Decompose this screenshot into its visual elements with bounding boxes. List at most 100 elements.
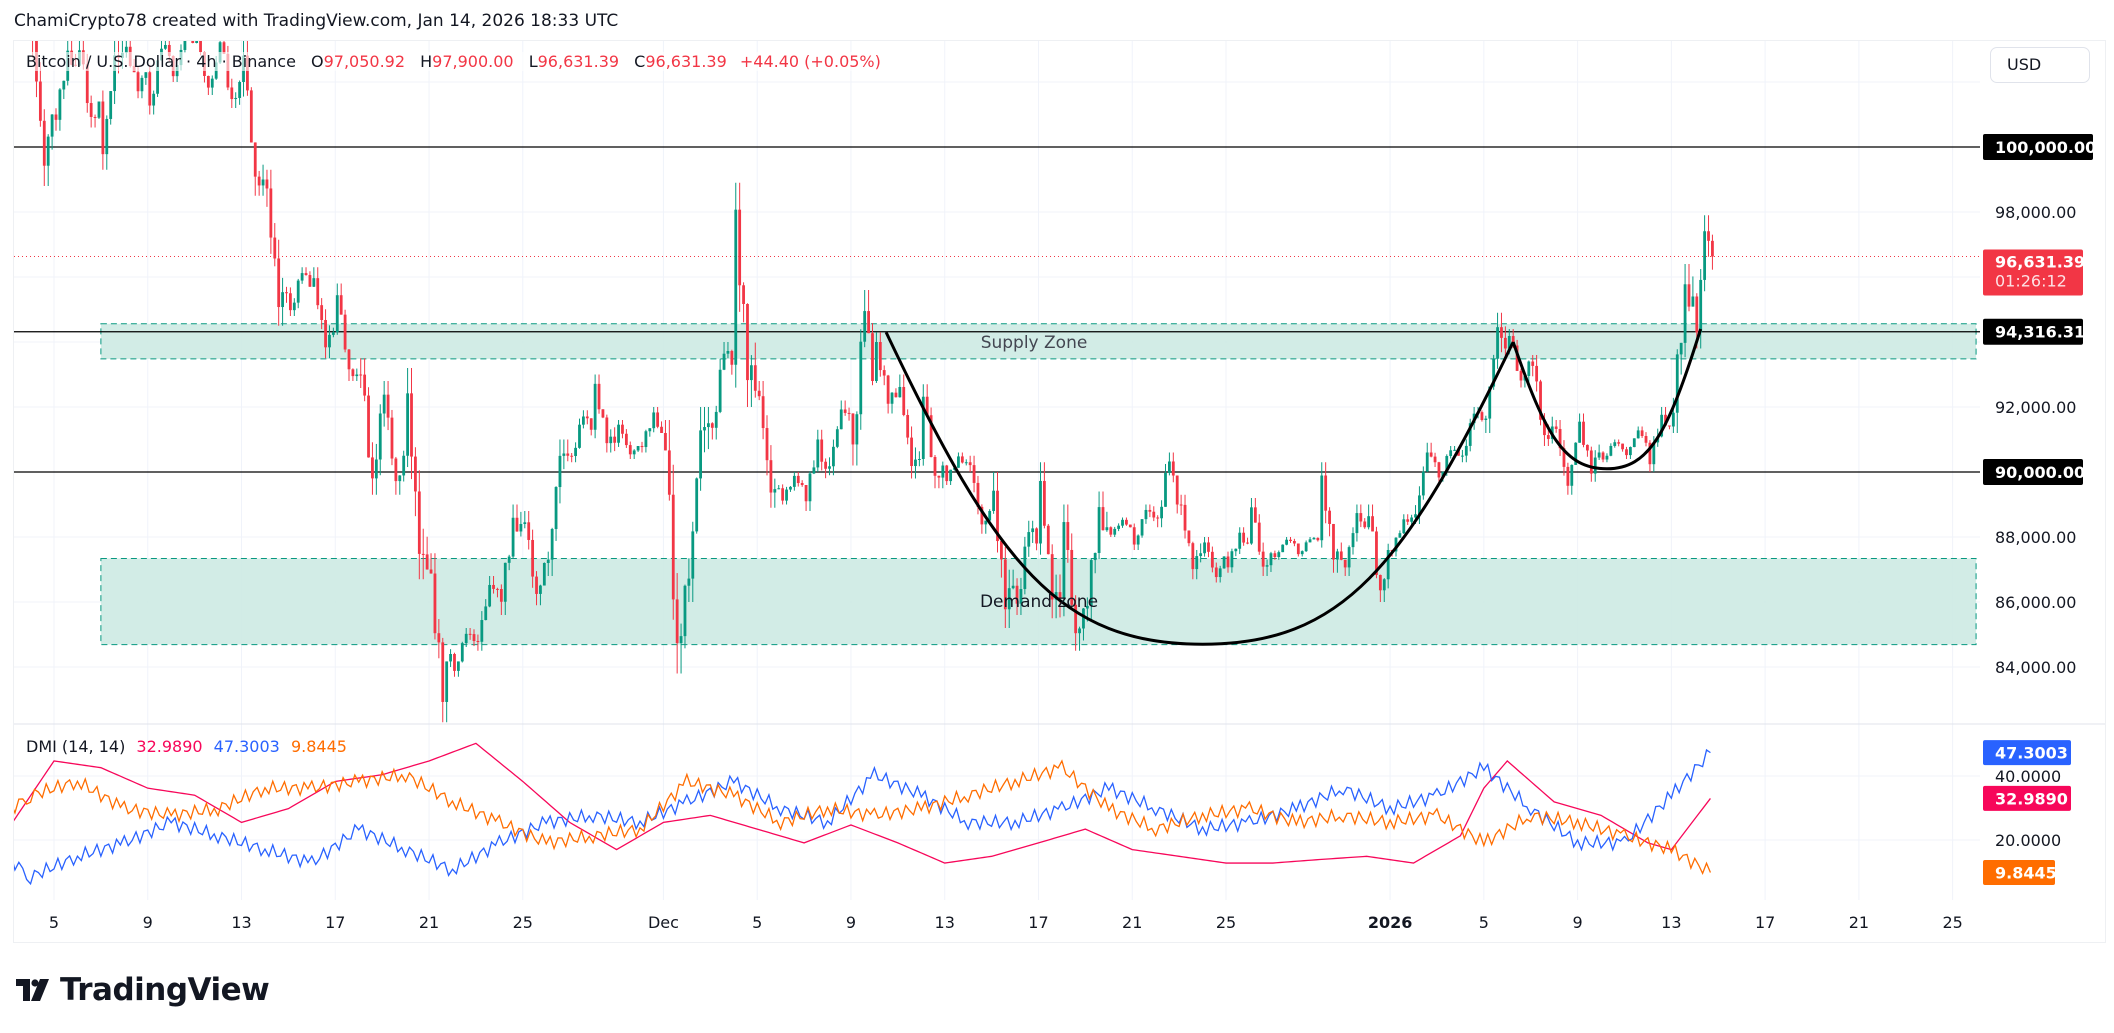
candle-body [464,633,468,644]
x-tick-label: 17 [1028,913,1048,932]
candle-body [269,188,273,238]
candle-body [1140,519,1144,536]
candle-body [640,446,644,448]
candle-body [796,475,800,484]
candle-body [792,475,796,487]
candle-body [1105,527,1109,531]
candle-body [38,81,42,121]
price-tick-label: 98,000.00 [1995,203,2076,222]
candle-body [492,584,495,589]
candle-body [1605,455,1609,460]
candle-body [363,374,367,396]
candle-body [113,55,116,92]
candle-body [152,93,156,106]
candle-body [1503,337,1507,349]
candle-body [58,89,62,120]
candle-body [1269,553,1273,566]
level-price-tag-bg [1983,318,2083,345]
candle-body [46,136,50,166]
candle-body [85,64,89,104]
candle-body [1015,585,1019,604]
candle-body [812,467,816,474]
candle-body [54,114,58,120]
candle-body [921,396,925,459]
candle-body [1093,552,1097,561]
price-tick-label: 92,000.00 [1995,398,2076,417]
candle-body [1136,535,1140,545]
candle-body [597,383,601,410]
candle-body [1226,556,1230,568]
candle-body [425,554,429,570]
close-value: 96,631.39 [645,52,727,71]
candle-body [1621,443,1624,450]
candle-body [929,415,933,457]
dmi-plus_di-tag: 47.3003 [1995,744,2068,763]
candle-body [550,529,554,560]
candle-body [1519,370,1523,381]
candle-body [246,55,249,91]
candle-body [1461,455,1464,457]
candle-body [960,456,964,463]
candle-body [957,456,960,468]
candle-body [1707,231,1710,241]
candle-body [367,395,370,458]
candle-body [1668,425,1671,427]
candle-body [285,292,288,294]
currency-button[interactable]: USD [1990,47,2090,83]
candle-body [1386,550,1390,580]
candle-body [410,393,413,457]
candle-body [691,531,695,579]
axes-layer: 5 9 13 17 21 25 Dec 5 9 13 17 21 25 2026 5 9 13 17 21 25 98,… [49,203,2077,932]
candle-body [1164,472,1167,507]
candle-body [1492,358,1496,387]
candle-body [1289,539,1292,541]
candle-body [542,563,546,586]
candle-body [433,573,437,634]
candle-body [1371,516,1374,532]
dmi-adx-tag-bg [1983,785,2071,811]
candle-body [1562,448,1566,467]
candle-body [289,293,292,311]
candle-body [945,465,949,482]
candle-body [1089,560,1093,606]
candle-body [632,450,636,455]
grid-lines [14,41,2105,900]
candle-body [1410,517,1414,522]
x-tick-label: 21 [419,913,439,932]
candle-body [722,353,726,370]
candle-body [1210,551,1214,568]
x-tick-label: 2026 [1368,913,1413,932]
candle-body [449,654,452,662]
symbol-legend[interactable]: Bitcoin / U.S. Dollar · 4h · Binance O97… [26,52,881,71]
candle-body [628,445,632,455]
candle-body [917,459,921,460]
candle-body [835,429,839,447]
candle-body [265,179,269,189]
candle-body [390,417,394,459]
dmi-minus-di-value: 9.8445 [290,737,347,756]
candle-body [144,72,148,78]
last-price-tag: 96,631.39 [1995,252,2085,271]
candle-body [832,446,835,467]
candle-body [300,273,304,281]
candle-body [1437,462,1441,478]
candle-body [589,418,593,430]
candle-body [730,350,734,365]
candle-body [124,46,128,53]
candle-body [1468,423,1472,446]
candle-body [1039,480,1042,544]
handle-curve [1511,328,1703,471]
dmi-legend[interactable]: DMI (14, 14) 32.9890 47.3003 9.8445 [26,737,347,756]
candle-body [1191,543,1195,570]
tradingview-logo[interactable]: TradingView [16,970,270,1010]
candle-body [1343,559,1347,568]
candle-body [621,424,624,434]
candle-body [97,101,101,118]
candle-body [656,412,660,427]
candle-body [1214,567,1218,578]
candle-body [992,490,995,511]
candle-body [1097,507,1101,553]
cup-curve [884,331,1515,646]
candle-body [996,490,999,542]
